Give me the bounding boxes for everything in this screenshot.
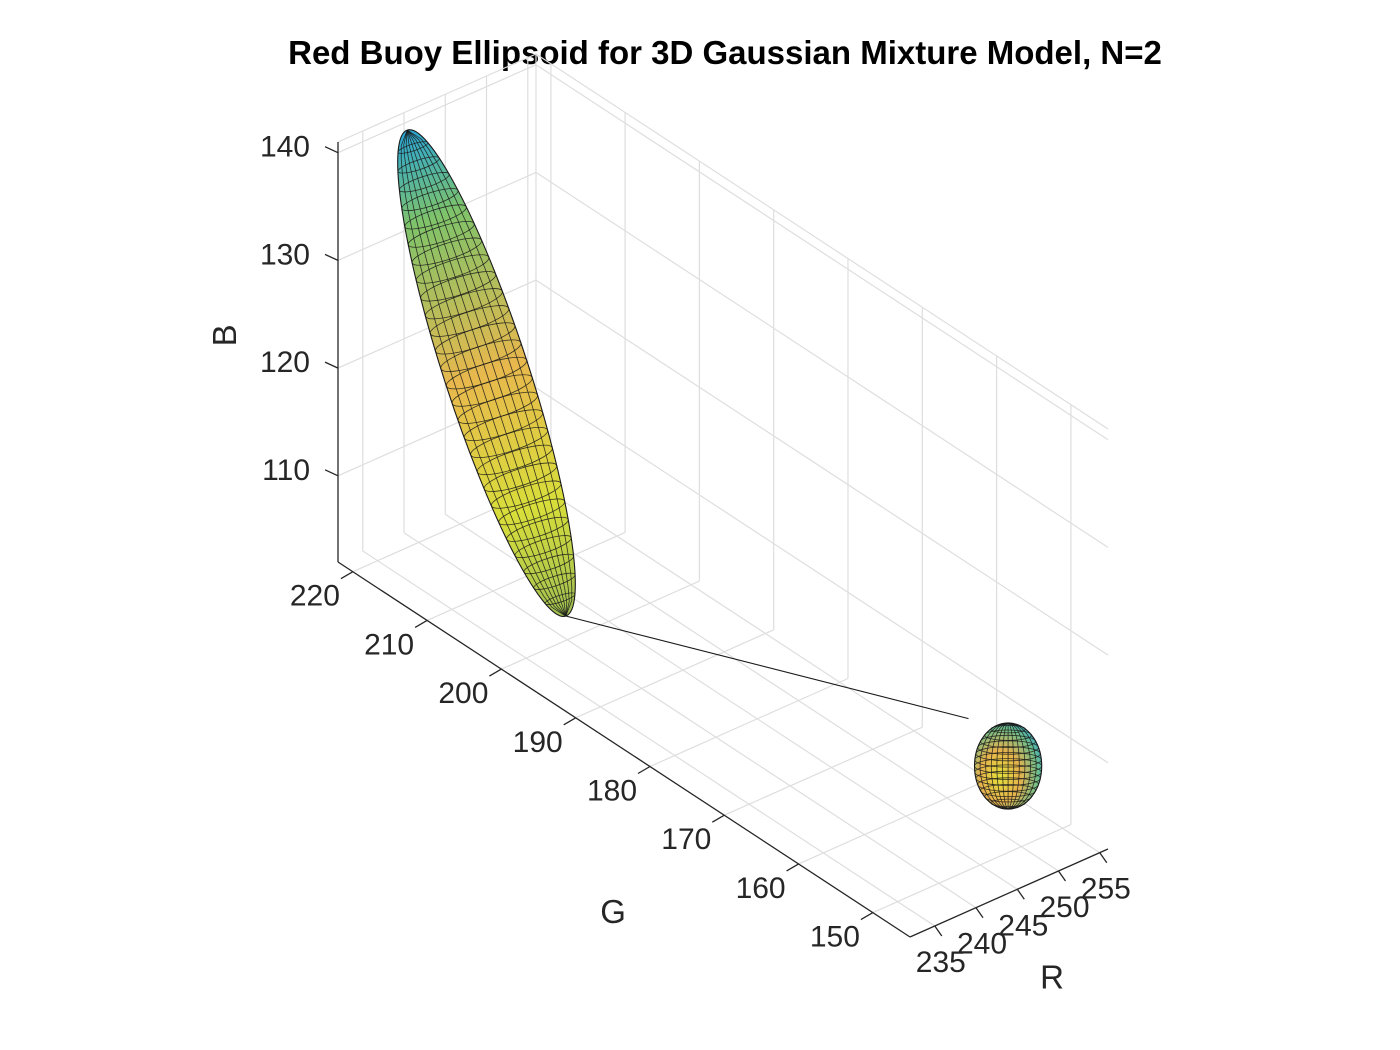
r-tick-label: 245	[998, 909, 1048, 942]
b-tick-mark	[324, 253, 339, 261]
b-tick-label: 110	[262, 454, 310, 487]
g-tick-mark	[563, 717, 577, 726]
r-tick-label: 250	[1039, 891, 1089, 924]
mesh-line	[1008, 722, 1037, 810]
g-tick-mark	[414, 619, 428, 628]
mesh-line	[403, 129, 566, 617]
mesh-line	[1007, 722, 1031, 810]
r-axis-label: R	[1040, 958, 1064, 995]
grid-line	[337, 64, 537, 154]
g-tick-mark	[637, 765, 651, 775]
grid-line	[872, 824, 1072, 914]
chart-title: Red Buoy Ellipsoid for 3D Gaussian Mixtu…	[288, 34, 1162, 71]
b-tick-mark	[324, 146, 339, 154]
g-tick-mark	[489, 668, 502, 677]
ellipsoid-1	[397, 129, 576, 618]
grid-line	[798, 775, 997, 865]
g-tick-label: 210	[364, 628, 414, 661]
g-axis-label: G	[600, 893, 626, 930]
r-tick-mark	[1099, 852, 1108, 864]
r-tick-label: 240	[957, 928, 1007, 961]
surface-layer	[397, 129, 1043, 810]
r-tick-mark	[975, 907, 984, 919]
mesh-line	[1002, 722, 1009, 810]
g-tick-label: 170	[661, 823, 711, 856]
grid-line	[535, 171, 1109, 548]
b-tick-label: 130	[260, 238, 310, 271]
mesh-line	[407, 129, 570, 617]
mesh-line	[1007, 722, 1015, 810]
mesh-line	[406, 129, 568, 617]
mesh-line	[1007, 722, 1020, 810]
g-tick-mark	[340, 571, 354, 580]
g-tick-label: 190	[513, 726, 563, 759]
g-tick-mark	[711, 814, 725, 823]
grid-line	[649, 677, 849, 768]
grid-line	[535, 387, 1109, 764]
grid-line	[362, 550, 936, 927]
r-axis-line	[909, 848, 1109, 938]
grid-layer	[337, 53, 1109, 927]
grid-line	[535, 53, 1109, 430]
g-tick-mark	[786, 863, 799, 872]
mesh-line	[405, 130, 567, 617]
grid-line	[337, 53, 537, 143]
mesh-line	[406, 129, 567, 617]
mesh-line	[1007, 722, 1026, 810]
g-tick-label: 160	[736, 872, 786, 905]
r-tick-label: 235	[916, 946, 966, 979]
b-tick-mark	[324, 469, 339, 477]
grid-line	[575, 629, 774, 719]
b-axis-label: B	[206, 324, 243, 346]
mesh-line	[985, 722, 1009, 810]
grid-line	[486, 495, 1059, 872]
surface-seam-line	[565, 615, 969, 720]
mesh-line	[406, 129, 567, 617]
g-tick-label: 150	[810, 921, 860, 954]
grid-line	[535, 64, 1109, 441]
mesh-line	[407, 129, 573, 617]
r-tick-mark	[934, 925, 943, 937]
axes-layer	[324, 142, 1109, 938]
mesh-line	[979, 722, 1009, 810]
g-tick-label: 200	[438, 677, 488, 710]
g-tick-mark	[860, 912, 874, 921]
grid-line	[535, 279, 1109, 656]
mesh-line	[400, 129, 566, 617]
r-tick-mark	[1057, 870, 1067, 882]
grid-line	[724, 726, 923, 816]
r-tick-label: 255	[1081, 873, 1131, 906]
b-tick-label: 120	[260, 346, 310, 379]
grid-line	[403, 532, 977, 909]
mesh-line	[406, 130, 567, 617]
g-tick-label: 220	[290, 580, 340, 613]
mesh-line	[996, 722, 1009, 810]
mesh-line	[990, 722, 1009, 810]
g-axis-line	[337, 561, 911, 938]
ellipsoid-2	[973, 722, 1043, 810]
g-tick-label: 180	[587, 775, 637, 808]
b-tick-label: 140	[260, 131, 310, 164]
r-tick-mark	[1016, 888, 1025, 900]
b-tick-mark	[324, 361, 339, 369]
